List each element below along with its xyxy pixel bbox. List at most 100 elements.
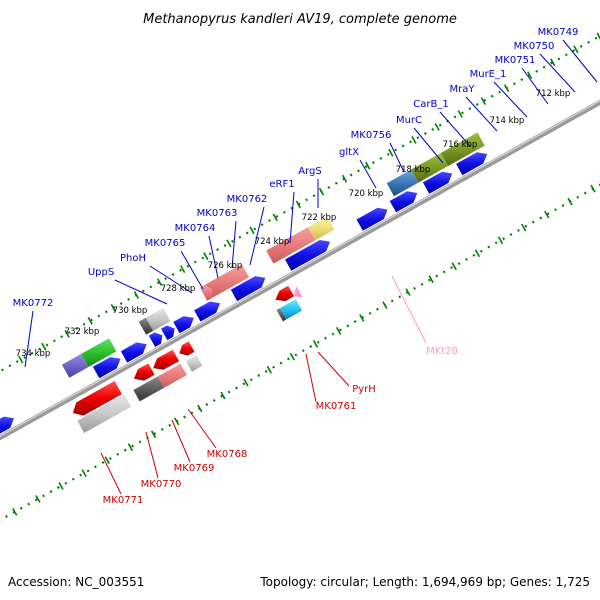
tick-label: 716 kbp (443, 140, 478, 150)
grid-dot (498, 90, 501, 94)
gene-phoH (81, 338, 117, 367)
tick-row-lower (12, 184, 596, 516)
grid-dot (386, 152, 390, 156)
grid-tick (289, 352, 295, 361)
gene-label: MK0761 (316, 401, 357, 412)
grid-dot (220, 394, 224, 398)
grid-dot (324, 336, 327, 340)
grid-dot (264, 369, 268, 373)
leader-line (208, 235, 219, 279)
grid-dot (171, 273, 175, 276)
grid-row-lower (0, 183, 600, 522)
grid-dot (287, 357, 290, 361)
gene-label: MK0756 (351, 130, 392, 141)
grid-dot (572, 49, 576, 53)
grid-dot (23, 355, 27, 359)
grid-layer (0, 32, 600, 522)
grid-dot (108, 457, 112, 460)
grid-tick (457, 110, 463, 118)
grid-dot (312, 194, 316, 198)
tick-label: 722 kbp (302, 213, 337, 223)
grid-dot (372, 161, 375, 164)
grid-dot (38, 347, 41, 351)
gene-label: MK0751 (495, 55, 536, 66)
grid-tick (359, 314, 365, 322)
grid-dot (509, 233, 513, 236)
grid-dot (268, 219, 271, 223)
grid-dot (364, 165, 368, 169)
grid-dot (168, 423, 172, 427)
leader-line (465, 96, 498, 132)
gene-forward (389, 191, 418, 213)
tick-label: 726 kbp (208, 261, 243, 271)
grid-dot (309, 345, 313, 348)
grid-dot (539, 216, 543, 220)
gene-forward (422, 171, 453, 194)
grid-tick (104, 456, 110, 465)
grid-dot (257, 374, 261, 377)
grid-dot (517, 228, 520, 232)
grid-dot (67, 331, 71, 334)
grid-tick (110, 304, 116, 312)
grid-dot (334, 181, 338, 185)
grid-tick (174, 417, 180, 426)
gene-mk0762 (145, 308, 171, 331)
leader-line (439, 111, 471, 147)
leader-line (305, 353, 317, 403)
grid-tick (197, 404, 203, 413)
gene-mk0771 (72, 381, 122, 416)
grid-dot (64, 481, 68, 485)
grid-dot (357, 169, 360, 173)
grid-tick (226, 239, 232, 248)
grid-dot (490, 94, 494, 98)
grid-dot (554, 208, 557, 212)
grid-dot (282, 210, 286, 214)
grid-dot (423, 132, 427, 135)
gene-label: MraY (450, 84, 476, 95)
grid-dot (260, 223, 264, 227)
grid-dot (475, 103, 479, 106)
gene-label: MK0749 (538, 27, 579, 38)
leader-line (289, 191, 295, 244)
grid-dot (231, 239, 234, 243)
grid-dot (179, 268, 182, 272)
grid-dot (564, 53, 568, 57)
grid-dot (34, 498, 38, 502)
grid-tick (434, 123, 440, 131)
gene-forward (194, 301, 221, 322)
gene-label: gltX (339, 147, 359, 158)
grid-dot (160, 427, 164, 431)
gene-label: MurE_1 (470, 69, 507, 80)
grid-dot (550, 61, 553, 65)
grid-tick (18, 355, 24, 364)
tick-label: 728 kbp (161, 284, 196, 294)
grid-dot (90, 318, 93, 322)
grid-dot (56, 486, 60, 489)
grid-tick (295, 200, 301, 209)
grid-tick (150, 430, 157, 439)
grid-dot (413, 287, 416, 290)
leader-line (149, 265, 193, 294)
grid-dot (546, 212, 550, 216)
grid-dot (104, 310, 108, 314)
grid-tick (527, 71, 533, 80)
gene-label: MK0763 (197, 208, 238, 219)
grid-dot (338, 328, 342, 332)
grid-dot (94, 465, 97, 469)
grid-tick (480, 97, 486, 105)
leader-line (171, 419, 191, 463)
gene-carB (386, 169, 419, 197)
grid-dot (101, 461, 105, 465)
gene-forward (173, 316, 194, 334)
grid-tick (388, 148, 394, 157)
gene-gltX (266, 227, 316, 264)
grid-dot (316, 340, 320, 344)
tick-row-upper (18, 32, 600, 364)
grid-dot (438, 123, 442, 127)
gene-pyrH (275, 285, 294, 302)
grid-tick (41, 342, 47, 351)
grid-dot (450, 266, 454, 270)
grid-dot (479, 249, 483, 253)
